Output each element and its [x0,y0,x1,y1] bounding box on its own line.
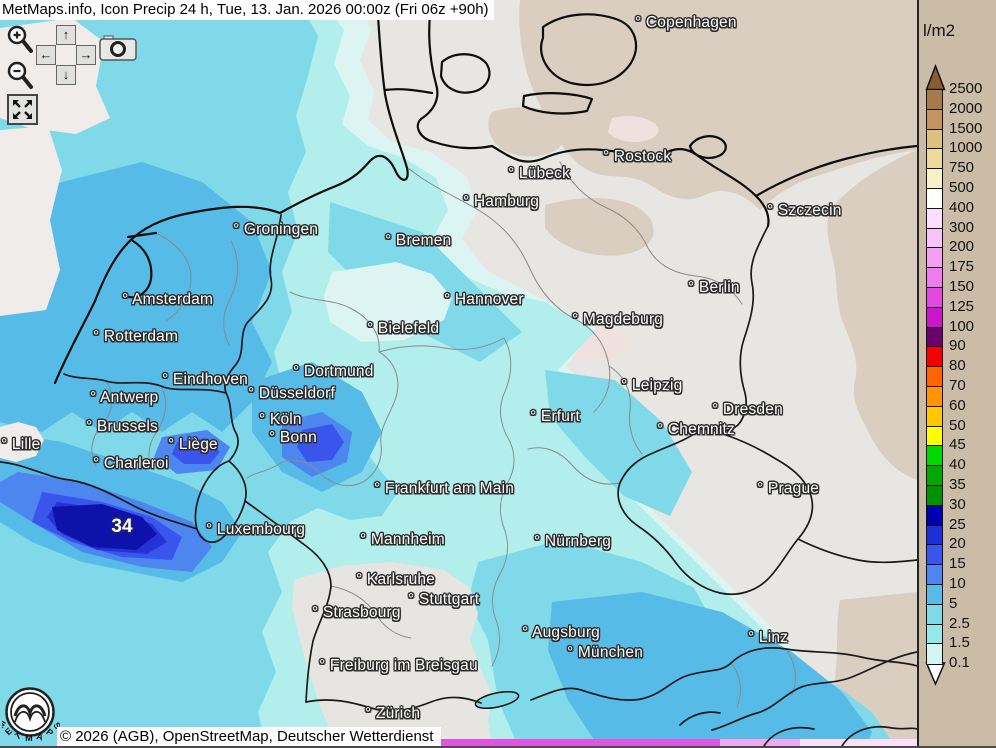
legend-tick-label: 45 [949,436,966,454]
legend-color-box [926,287,943,309]
legend-tick-label: 1.5 [949,634,970,652]
legend-tick-label: 5 [949,594,958,612]
legend-tick-label: 1000 [949,139,983,157]
legend-color-box [926,623,943,645]
legend-unit-label: l/m2 [923,21,956,40]
precipitation-map [0,0,917,746]
legend-tick-label: 2500 [949,80,983,98]
legend-color-box [926,207,943,230]
legend-below-min-arrow [925,662,946,686]
legend-tick-label: 300 [949,218,975,236]
legend-tick-label: 25 [949,515,966,533]
legend-tick-label: 750 [949,159,975,177]
legend-color-box [926,128,943,150]
lake-constance [474,691,520,709]
legend-tick-label: 20 [949,535,966,553]
legend-tick-label: 40 [949,456,966,474]
legend-tick-label: 125 [949,297,975,315]
zoom-in-button[interactable] [6,24,34,54]
svg-text:A: A [35,731,45,743]
metmaps-logo: ME T M A PS [2,687,60,744]
legend-tick-label: 60 [949,396,966,414]
map-canvas[interactable]: ° Copenhagen ° Rostock ° Lübeck ° Hamburg ° … [0,0,917,746]
dry-land-regions [488,0,917,746]
legend-above-max-arrow [925,63,946,91]
magnifier-minus-icon [7,61,33,89]
svg-text:T: T [14,730,23,742]
alps-magenta-strip [437,739,720,746]
pan-left-button[interactable]: ← [36,45,56,65]
country-borders [0,214,917,746]
legend-color-box [926,445,943,467]
camera-icon [99,35,137,61]
legend-color-box [926,168,943,190]
pan-down-button[interactable]: ↓ [56,65,76,85]
legend-color-box [926,247,943,269]
legend-color-box [926,267,943,289]
legend-tick-label: 2.5 [949,614,970,632]
svg-text:M: M [25,733,33,743]
legend-color-box [926,504,943,527]
logo-wordmark: ME T M A PS [2,719,60,744]
legend-tick-label: 80 [949,357,966,375]
legend-tick-label: 90 [949,337,966,355]
legend-tick-label: 0.1 [949,654,970,672]
legend-color-box [926,89,943,111]
legend-tick-label: 1500 [949,119,983,137]
legend-panel: l/m2 2500 2000 1500 1000 750 500 400 300 200 175 1… [917,0,996,746]
legend-color-box [926,188,943,210]
pan-up-button[interactable]: ↑ [56,25,76,45]
legend-tick-label: 100 [949,317,975,335]
legend-tick-label: 50 [949,416,966,434]
precip-max-label: 34 [111,516,133,537]
legend-tick-label: 500 [949,179,975,197]
legend-color-box [926,108,943,131]
legend-color-box [926,326,943,348]
precip-contours [0,0,917,746]
magnifier-plus-icon [7,25,33,53]
title-bar: MetMaps.info, Icon Precip 24 h, Tue, 13.… [0,0,494,20]
legend-tick-label: 15 [949,555,966,573]
legend-color-box [926,366,943,388]
svg-text:S: S [51,721,60,731]
svg-text:P: P [44,727,55,739]
legend-tick-label: 35 [949,476,966,494]
expand-arrows-icon [13,100,32,119]
legend-color-box [926,643,943,665]
svg-text:E: E [3,726,14,737]
legend-tick-label: 175 [949,258,975,276]
legend-tick-label: 150 [949,278,975,296]
legend-color-box [926,306,943,329]
legend-tick-label: 30 [949,495,966,513]
pan-right-button[interactable]: → [76,45,96,65]
fullscreen-button[interactable] [7,94,38,125]
legend-color-box [926,564,943,586]
legend-color-box [926,405,943,428]
attribution-bar: © 2026 (AGB), OpenStreetMap, Deutscher W… [57,727,441,746]
legend-color-box [926,227,943,249]
legend-color-box [926,524,943,546]
legend-color-box [926,584,943,606]
legend-tick-label: 200 [949,238,975,256]
svg-text:M: M [2,719,8,730]
legend-tick-label: 70 [949,377,966,395]
camera-snapshot-button[interactable] [99,34,137,62]
legend-color-box [926,346,943,368]
zoom-out-button[interactable] [6,60,34,90]
legend-color-box [926,148,943,170]
legend-color-box [926,465,943,487]
coastlines [53,0,917,385]
legend-color-box [926,485,943,507]
legend-color-box [926,386,943,408]
state-borders [91,161,796,708]
legend-color-box [926,603,943,626]
legend-tick-label: 400 [949,198,975,216]
legend-tick-label: 10 [949,575,966,593]
legend-tick-label: 2000 [949,99,983,117]
legend-color-box [926,544,943,566]
legend-color-box [926,425,943,447]
